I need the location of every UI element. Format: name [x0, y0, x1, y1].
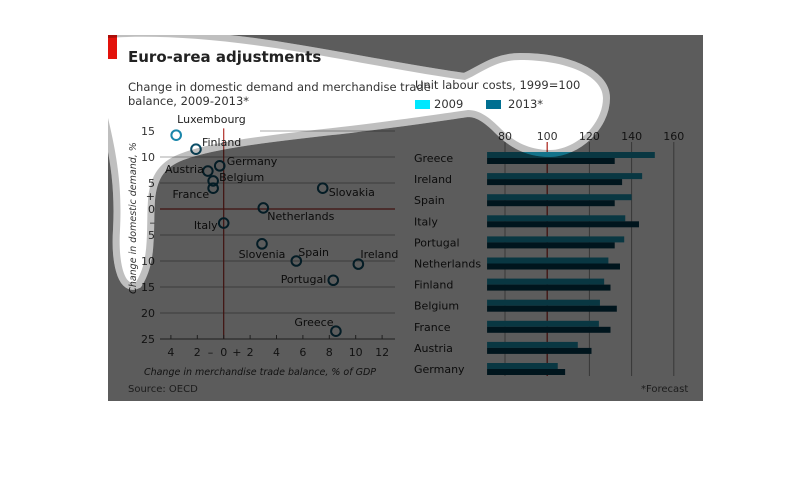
scatter-x-axis-label: Change in merchandise trade balance, % o…: [144, 367, 376, 378]
bar-2013: [487, 263, 620, 270]
bar-category-label: France: [414, 321, 451, 334]
bar-x-tick-label: 100: [537, 130, 558, 143]
bar-category-label: Ireland: [414, 173, 452, 186]
scatter-y-tick-label: 5: [148, 177, 155, 190]
scatter-y-tick-label: 10: [141, 255, 155, 268]
legend-label-2013: 2013*: [508, 97, 544, 111]
scatter-point: [327, 274, 340, 287]
scatter-point-label: Austria: [165, 163, 204, 176]
bar-2009: [487, 173, 643, 180]
left-subtitle-line2: balance, 2009-2013*: [128, 94, 250, 108]
bar-2009: [487, 215, 626, 222]
scatter-point: [316, 182, 329, 194]
legend-swatch-2009: [415, 100, 430, 109]
scatter-x-tick-label: 10: [349, 346, 363, 359]
bar-category-label: Germany: [414, 363, 465, 376]
bar-2009: [487, 257, 609, 264]
scatter-x-tick-label: 8: [326, 346, 333, 359]
scatter-point-label: Slovakia: [329, 186, 375, 199]
left-subtitle-line1: Change in domestic demand and merchandis…: [128, 80, 431, 94]
bar-2009: [487, 194, 632, 201]
legend-swatch-2013: [486, 100, 501, 109]
bar-2009: [487, 236, 625, 243]
bar-2013: [487, 305, 617, 312]
scatter-point-label: Belgium: [219, 171, 264, 184]
scatter-x-tick-label: +: [232, 346, 241, 359]
scatter-point-label: Finland: [202, 136, 241, 149]
scatter-x-tick-label: 6: [299, 346, 306, 359]
bar-2009: [487, 363, 558, 369]
bar-category-label: Greece: [414, 152, 453, 165]
scatter-y-tick-label: +: [146, 190, 155, 203]
scatter-point-label: Italy: [194, 219, 218, 232]
bar-2013: [487, 179, 623, 186]
scatter-point-label: Spain: [298, 246, 329, 259]
scatter-y-tick-label: 20: [141, 307, 155, 320]
bar-x-tick-label: 140: [621, 130, 642, 143]
scatter-y-tick-label: 5: [148, 229, 155, 242]
forecast-note: *Forecast: [641, 384, 689, 395]
scatter-x-tick-label: 4: [167, 346, 174, 359]
scatter-y-tick-label: 15: [141, 125, 155, 138]
bar-2009: [487, 320, 599, 327]
bar-category-label: Italy: [414, 215, 438, 228]
bar-2009: [487, 152, 655, 158]
bar-2013: [487, 284, 611, 291]
legend-label-2009: 2009: [434, 97, 464, 111]
bar-category-label: Austria: [414, 342, 453, 355]
bar-category-label: Finland: [414, 279, 453, 292]
scatter-y-tick-label: 15: [141, 281, 155, 294]
bar-2013: [487, 326, 611, 333]
chart-title: Euro-area adjustments: [128, 48, 322, 66]
scatter-point-label: Ireland: [360, 248, 398, 261]
bar-category-label: Spain: [414, 194, 445, 207]
bar-x-tick-label: 120: [579, 130, 600, 143]
scatter-y-tick-label: 10: [141, 151, 155, 164]
bar-x-tick-label: 80: [498, 130, 512, 143]
scatter-y-axis-label: Change in domestic demand, %: [128, 142, 139, 294]
scatter-y-tick-label: –: [150, 216, 156, 229]
right-subtitle: Unit labour costs, 1999=100: [415, 78, 581, 92]
scatter-x-tick-label: –: [208, 346, 214, 359]
scatter-point-label: Luxembourg: [177, 113, 246, 126]
bar-category-label: Netherlands: [414, 258, 481, 271]
bar-x-tick-label: 160: [663, 130, 684, 143]
scatter-x-tick-label: 12: [375, 346, 389, 359]
scatter-x-tick-label: 2: [247, 346, 254, 359]
scatter-y-tick-label: 25: [141, 333, 155, 346]
scatter-point: [202, 165, 214, 177]
scatter-point-label: Netherlands: [267, 210, 334, 223]
bar-2013: [487, 200, 615, 207]
bar-category-label: Portugal: [414, 236, 460, 249]
scatter-y-tick-label: 0: [148, 203, 155, 216]
bar-2009: [487, 278, 605, 285]
bar-category-label: Belgium: [414, 300, 459, 313]
scatter-point: [190, 143, 202, 155]
scatter-point-label: France: [173, 188, 210, 201]
scatter-point: [170, 129, 182, 141]
scatter-x-tick-label: 0: [220, 346, 227, 359]
bar-2013: [487, 242, 615, 249]
scatter-x-tick-label: 4: [273, 346, 280, 359]
bar-2009: [487, 341, 578, 348]
scatter-point-label: Greece: [294, 316, 333, 329]
scatter-x-tick-label: 2: [194, 346, 201, 359]
scatter-point-label: Slovenia: [239, 248, 286, 261]
bar-2013: [487, 347, 592, 354]
bar-2013: [487, 158, 615, 164]
source-note: Source: OECD: [128, 384, 198, 395]
scatter-point-label: Germany: [227, 155, 278, 168]
bar-2013: [487, 369, 566, 375]
scatter-point-label: Portugal: [281, 273, 327, 286]
bar-2009: [487, 299, 600, 306]
bar-2013: [487, 221, 639, 228]
